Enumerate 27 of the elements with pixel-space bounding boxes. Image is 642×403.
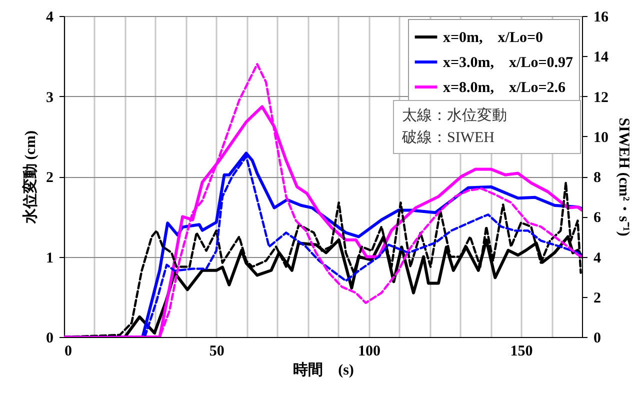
y2-tick-label: 4 [594,250,602,266]
y-tick-label: 1 [46,250,54,266]
y-tick-label: 3 [46,90,54,106]
y2-tick-label: 6 [594,210,602,226]
y2-tick-label: 14 [594,50,609,66]
x-tick-label: 150 [510,344,533,360]
legend-label: x=3.0m, x/Lo=0.97 [443,55,574,71]
note-box: 太線：水位変動 破線：SIWEH [393,100,581,154]
y-tick-label: 2 [46,170,54,186]
y2-tick-label: 2 [594,290,601,306]
y2-tick-label: 0 [594,330,601,346]
y2-tick-label: 16 [594,10,609,26]
y-axis-title: 水位変動 (cm) [21,130,39,224]
x-tick-label: 100 [358,344,380,360]
x-tick-label: 50 [209,344,224,360]
annotation: 太線：水位変動 [402,106,508,126]
y2-tick-label: 10 [594,130,608,146]
legend-label: x=0m, x/Lo=0 [443,30,544,46]
x-tick-label: 0 [64,344,72,360]
y2-axis-title: SIWEH (cm²・s⁻¹) [616,118,632,236]
y-tick-label: 4 [46,10,54,26]
y2-tick-label: 12 [594,90,608,106]
x-axis-title: 時間 (s) [293,362,354,378]
legend-label: x=8.0m, x/Lo=2.6 [443,80,566,96]
annotation: 破線：SIWEH [402,128,496,148]
y-tick-label: 0 [46,330,54,346]
y2-tick-label: 8 [594,170,601,186]
